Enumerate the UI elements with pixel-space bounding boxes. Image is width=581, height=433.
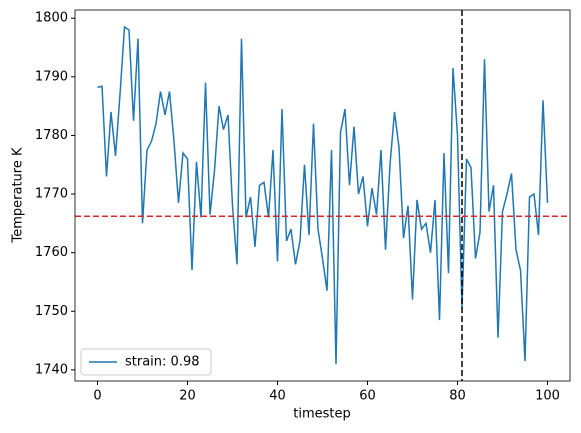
y-tick-label: 1760 — [35, 245, 68, 260]
x-tick-label: 80 — [449, 389, 466, 404]
x-axis-label: timestep — [293, 407, 351, 422]
legend-label: strain: 0.98 — [125, 355, 200, 370]
y-tick-label: 1740 — [35, 362, 68, 377]
x-tick-label: 20 — [179, 389, 196, 404]
y-axis-label: Temperature K — [11, 147, 26, 243]
plot-frame — [74, 9, 571, 382]
x-tick-label: 40 — [269, 389, 286, 404]
legend-box — [80, 348, 212, 376]
y-tick-label: 1800 — [35, 11, 68, 26]
y-tick-label: 1780 — [35, 128, 68, 143]
series-line — [97, 25, 549, 365]
y-tick-label: 1750 — [35, 304, 68, 319]
x-tick-label: 0 — [93, 389, 101, 404]
x-tick-label: 100 — [535, 389, 560, 404]
y-tick-label: 1790 — [35, 69, 68, 84]
x-tick-label: 60 — [359, 389, 376, 404]
y-tick-label: 1770 — [35, 187, 68, 202]
